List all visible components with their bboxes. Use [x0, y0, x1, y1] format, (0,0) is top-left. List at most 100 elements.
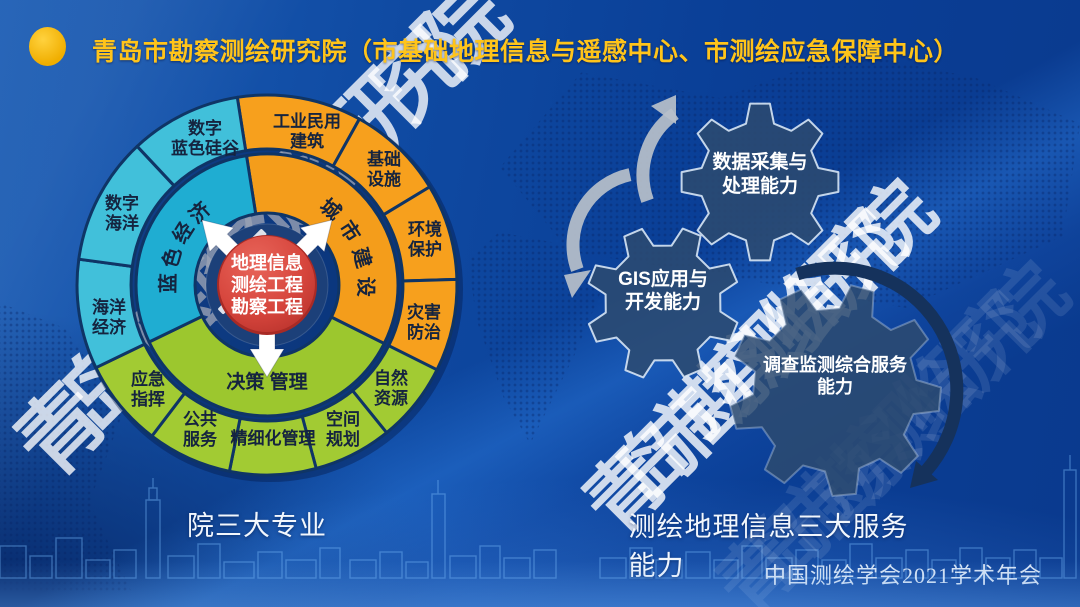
- building-outline: [0, 545, 27, 579]
- skyline-buildings: [0, 455, 1077, 579]
- donut-outer-label-line: 应急: [131, 369, 165, 389]
- gear-label: 调查监测综合服务能力: [763, 354, 908, 397]
- building-outline: [795, 549, 819, 579]
- building-outline: [599, 557, 627, 579]
- donut-outer-label-line: 精细化管理: [231, 428, 316, 448]
- building-outline: [145, 499, 161, 579]
- building-outline: [405, 561, 429, 579]
- slide-title: 青岛市勘察测绘研究院（市基础地理信息与遥感中心、市测绘应急保障中心）: [92, 38, 960, 66]
- donut-outer-label-line: 海洋: [92, 297, 126, 317]
- donut-outer-label: 灾害防治: [407, 302, 441, 342]
- donut-outer-label: 数字蓝色硅谷: [171, 118, 240, 158]
- center-circle-label-line: 勘察工程: [231, 296, 303, 317]
- donut-outer-label: 数字海洋: [105, 193, 139, 233]
- donut-outer-label-line: 空间: [326, 409, 360, 429]
- donut-outer-label-line: 指挥: [131, 389, 165, 409]
- gear-shape: [680, 102, 840, 262]
- building-outline: [113, 549, 137, 579]
- dark-cycle-arc: [795, 261, 964, 476]
- donut-outer-label-line: 数字: [188, 118, 222, 138]
- gray-cycle-arrowhead-left: [564, 270, 591, 298]
- building-outline: [257, 551, 283, 579]
- donut-outer-label-line: 资源: [374, 388, 408, 408]
- building-outline: [765, 557, 793, 579]
- building-outline: [959, 547, 983, 579]
- building-outline: [1039, 557, 1063, 579]
- gear-label-line: 开发能力: [625, 290, 701, 313]
- donut-outer-label: 空间规划: [326, 409, 360, 449]
- donut-outer-label-line: 海洋: [105, 213, 139, 233]
- donut-outer-label: 基础设施: [366, 149, 401, 189]
- building-outline: [85, 559, 111, 579]
- building-outline: [197, 543, 221, 579]
- building-outline: [713, 559, 739, 579]
- donut-outer-label-line: 经济: [92, 317, 127, 337]
- building-outline: [431, 493, 446, 579]
- donut-outer-label-line: 自然: [374, 368, 408, 388]
- gear-label-line: 数据采集与: [712, 150, 807, 173]
- building-outline: [931, 559, 957, 579]
- title-bullet-icon: [29, 27, 66, 66]
- donut-outer-label-line: 工业民用: [273, 112, 341, 131]
- gear-shape: [729, 284, 942, 497]
- donut-middle-segment: [245, 152, 400, 345]
- donut-outer-label: 环境保护: [407, 219, 442, 259]
- donut-outer-label-line: 灾害: [407, 302, 441, 322]
- donut-outer-label: 自然资源: [374, 368, 408, 408]
- building-outline: [223, 561, 255, 579]
- building-outline: [148, 487, 158, 501]
- gear-label-line: GIS应用与: [618, 267, 708, 290]
- gray-cycle-arrowhead-top: [651, 95, 676, 124]
- building-outline: [533, 549, 557, 579]
- gear-shape: [587, 227, 739, 379]
- building-outline: [285, 559, 317, 579]
- dark-cycle-arrowhead: [910, 461, 938, 488]
- building-outline: [741, 545, 763, 579]
- center-circle-label-line: 地理信息: [231, 252, 303, 273]
- building-outline: [55, 537, 83, 579]
- building-outline: [985, 557, 1011, 579]
- center-circle-label-line: 测绘工程: [231, 274, 303, 295]
- donut-outer-label-line: 保护: [407, 239, 442, 259]
- building-outline: [849, 543, 873, 579]
- building-outline: [503, 557, 531, 579]
- gray-cycle-arrow-left: [566, 168, 632, 272]
- donut-outer-label-line: 公共: [183, 410, 217, 429]
- building-outline: [685, 551, 711, 579]
- center-circle-label: 地理信息测绘工程勘察工程: [231, 252, 303, 317]
- donut-outer-label-line: 设施: [367, 169, 401, 189]
- gear-label-line: 能力: [817, 376, 853, 397]
- building-outline: [1013, 549, 1037, 579]
- donut-outer-segment: [135, 95, 248, 188]
- conference-footer: 中国测绘学会2021学术年会: [764, 558, 1042, 590]
- donut-middle-ring-char: 蓝: [157, 273, 180, 293]
- building-outline: [379, 551, 403, 579]
- donut-middle-segment: [134, 154, 258, 344]
- donut-outer-label: 应急指挥: [131, 369, 165, 409]
- antenna-lines: [152, 455, 1071, 494]
- building-outline: [905, 549, 929, 579]
- gear-label-line: 处理能力: [721, 174, 798, 197]
- building-outline: [655, 559, 683, 579]
- gray-cycle-arrow-top: [636, 108, 679, 203]
- right-diagram-caption: 测绘地理信息三大服务能力: [628, 512, 909, 581]
- building-outline: [875, 557, 903, 579]
- building-outline: [449, 555, 477, 579]
- donut-middle-ring-label: 决策 管理: [226, 370, 307, 393]
- donut-outer-label: 公共服务: [183, 410, 218, 449]
- left-diagram-caption: 院三大专业: [187, 511, 327, 541]
- donut-outer-label-line: 服务: [183, 429, 218, 449]
- building-outline: [629, 547, 653, 579]
- building-outline: [29, 555, 53, 579]
- donut-outer-label-line: 建筑: [290, 131, 324, 151]
- gear-label-line: 调查监测综合服务: [763, 354, 908, 375]
- donut-outer-label: 工业民用建筑: [273, 112, 341, 151]
- donut-outer-label-line: 数字: [105, 193, 139, 213]
- donut-outer-label-line: 环境: [408, 219, 442, 239]
- bottom-glow-decoration: [0, 561, 1080, 607]
- gear-label: 数据采集与处理能力: [712, 150, 807, 197]
- donut-outer-label: 海洋经济: [92, 297, 127, 337]
